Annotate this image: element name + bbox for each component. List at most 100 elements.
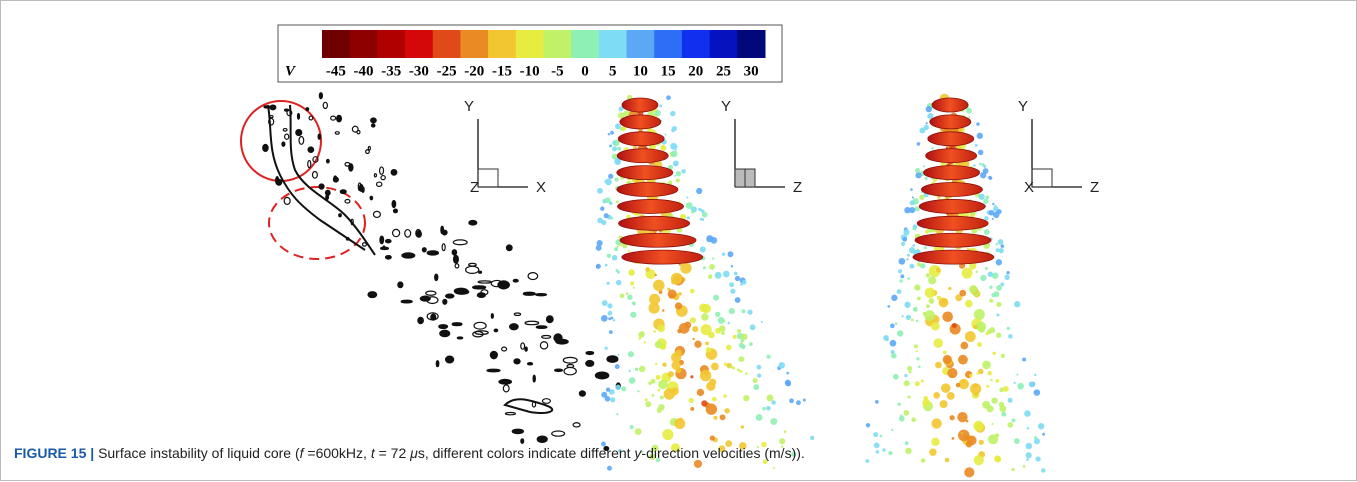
droplet: [421, 247, 427, 253]
droplet: [996, 313, 1000, 317]
droplet: [474, 330, 489, 335]
droplet: [654, 341, 663, 349]
jet-ring: [927, 131, 975, 147]
droplet: [578, 390, 586, 397]
colorbar-tick-label: -10: [520, 63, 540, 79]
droplet: [670, 443, 680, 453]
droplet: [670, 142, 677, 150]
droplet: [706, 235, 714, 243]
droplet: [714, 271, 722, 279]
droplet: [616, 245, 619, 248]
axis-label: Y: [464, 98, 474, 115]
droplet: [373, 173, 378, 178]
droplet: [919, 127, 926, 134]
droplet: [645, 401, 652, 408]
droplet: [784, 379, 791, 386]
droplet: [924, 287, 936, 299]
droplet: [595, 265, 600, 269]
droplet: [897, 269, 903, 274]
droplet: [699, 303, 708, 313]
droplet: [713, 294, 720, 301]
droplet: [1037, 422, 1045, 430]
droplet: [891, 428, 894, 432]
droplet: [978, 193, 985, 200]
droplet: [670, 150, 678, 158]
droplet: [1022, 465, 1026, 468]
droplet: [910, 318, 914, 322]
droplet: [914, 284, 921, 291]
droplet: [619, 126, 624, 131]
droplet: [723, 320, 726, 323]
caption-text: s, different colors indicate different: [417, 445, 635, 461]
droplet: [1011, 467, 1015, 472]
droplet: [738, 356, 745, 363]
droplet: [671, 125, 677, 132]
droplet: [603, 213, 609, 219]
droplet: [379, 235, 385, 245]
droplet: [553, 333, 563, 343]
highlight-circle: [240, 100, 322, 182]
droplet: [612, 319, 616, 322]
droplet: [982, 360, 991, 370]
droplet: [998, 247, 1004, 254]
droplet: [995, 378, 1000, 383]
droplet: [933, 391, 941, 399]
droplet: [632, 286, 635, 289]
droplet: [627, 294, 633, 300]
droplet: [600, 206, 605, 211]
droplet: [674, 148, 677, 151]
droplet: [929, 448, 937, 456]
droplet: [453, 287, 469, 295]
droplet: [1002, 385, 1009, 392]
droplet: [662, 429, 674, 441]
droplet: [1033, 436, 1038, 440]
droplet: [887, 305, 891, 308]
droplet: [978, 368, 984, 375]
droplet: [1001, 411, 1007, 417]
jet-ring: [616, 165, 674, 181]
droplet: [627, 249, 630, 253]
droplet: [572, 422, 581, 428]
droplet: [606, 253, 612, 258]
droplet: [595, 244, 602, 251]
droplet: [715, 311, 721, 317]
droplet: [902, 237, 908, 242]
axis-label: X: [1024, 179, 1034, 196]
droplet: [969, 374, 973, 378]
droplet: [711, 396, 717, 402]
droplet: [786, 371, 790, 375]
droplet: [473, 321, 487, 330]
droplet: [604, 396, 611, 402]
droplet: [899, 279, 903, 283]
droplet: [1000, 282, 1005, 287]
droplet: [358, 183, 364, 193]
droplet: [666, 95, 671, 101]
droplet: [531, 401, 537, 408]
droplet: [527, 271, 539, 281]
droplet: [667, 164, 674, 171]
droplet: [350, 218, 354, 226]
droplet: [658, 403, 665, 411]
colorbar-cell: [571, 30, 600, 58]
droplet: [608, 389, 615, 395]
droplet: [892, 373, 899, 380]
droplet: [927, 115, 930, 119]
droplet: [390, 168, 398, 176]
droplet: [739, 442, 747, 450]
droplet: [426, 250, 440, 256]
droplet: [942, 311, 953, 323]
droplet: [654, 109, 661, 117]
droplet: [658, 290, 663, 294]
droplet: [674, 145, 678, 149]
droplet: [912, 244, 916, 247]
droplet: [995, 248, 1000, 253]
droplet: [616, 161, 620, 165]
droplet: [709, 435, 716, 441]
droplet: [916, 142, 921, 146]
droplet: [638, 336, 642, 340]
droplet: [973, 420, 984, 432]
droplet: [997, 239, 1004, 245]
droplet: [504, 411, 517, 416]
caption-text: μ: [410, 445, 418, 461]
droplet: [1025, 442, 1033, 450]
